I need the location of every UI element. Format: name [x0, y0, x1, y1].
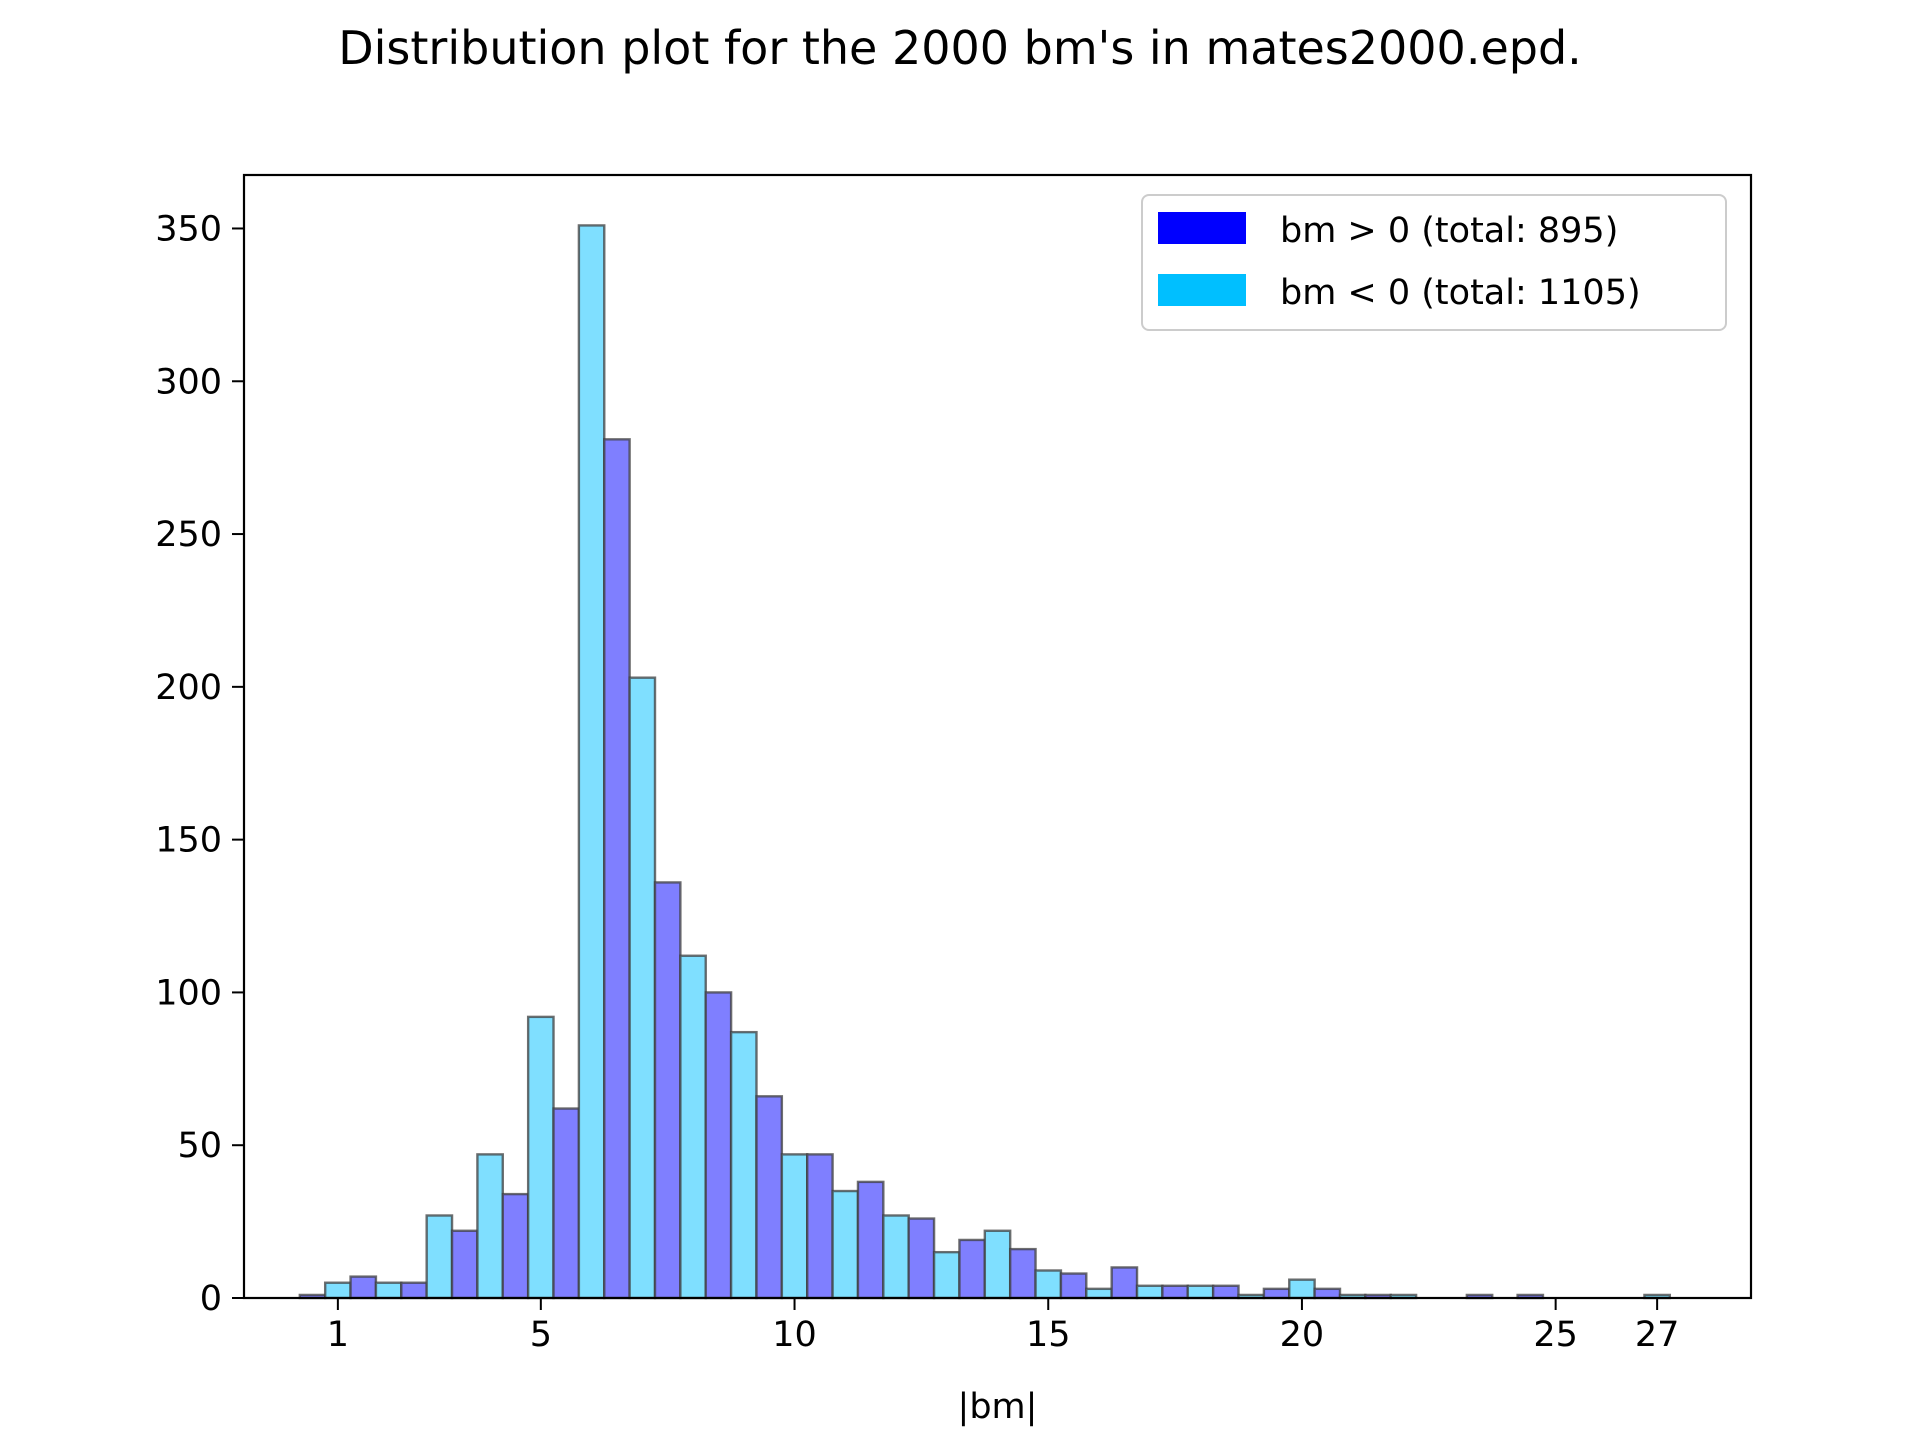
bar-positive-7 [653, 881, 682, 1300]
bar-negative-4 [526, 1015, 555, 1300]
x-tick-label-0: 1 [327, 1315, 349, 1355]
bar-positive-19 [1262, 1287, 1291, 1300]
bars-layer [298, 224, 1672, 1300]
bar-positive-15 [1059, 1272, 1088, 1300]
y-tick-label-3: 150 [155, 821, 222, 861]
bar-negative-10 [831, 1189, 860, 1300]
bar-positive-2 [400, 1281, 428, 1300]
y-tick-label-1: 50 [177, 1126, 222, 1166]
legend: bm > 0 (total: 895) bm < 0 (total: 1105) [1141, 194, 1727, 331]
bar-negative-2 [425, 1214, 454, 1300]
y-tick-label-6: 300 [155, 362, 222, 402]
bar-positive-6 [603, 438, 631, 1300]
bar-negative-17 [1186, 1284, 1215, 1300]
x-tick-label-4: 20 [1280, 1315, 1325, 1355]
bar-positive-11 [856, 1180, 885, 1300]
bar-negative-6 [628, 676, 657, 1300]
x-tick-label-2: 10 [772, 1315, 817, 1355]
bar-positive-1 [349, 1275, 378, 1300]
y-tick-label-5: 250 [155, 515, 222, 555]
y-tick-label-0: 0 [200, 1279, 222, 1319]
legend-label-positive: bm > 0 (total: 895) [1280, 211, 1618, 251]
bar-positive-20 [1313, 1287, 1342, 1300]
bar-negative-7 [679, 954, 707, 1300]
bar-positive-13 [958, 1238, 987, 1300]
bar-negative-14 [1034, 1269, 1063, 1300]
bar-negative-15 [1085, 1287, 1113, 1300]
bar-negative-0 [323, 1281, 352, 1300]
chart-title: Distribution plot for the 2000 bm's in m… [338, 21, 1582, 75]
x-tick-label-6: 27 [1635, 1315, 1680, 1355]
y-tick-label-4: 200 [155, 668, 222, 708]
bar-positive-10 [806, 1153, 834, 1300]
legend-swatch-negative [1158, 274, 1246, 306]
y-axis: 0 50 100 150 200 250 300 350 [155, 209, 244, 1319]
plot-area-frame [242, 173, 1753, 1300]
bar-negative-16 [1135, 1284, 1164, 1300]
bar-positive-9 [755, 1095, 784, 1300]
bar-positive-12 [907, 1217, 936, 1300]
x-tick-label-1: 5 [530, 1315, 552, 1355]
bar-positive-17 [1161, 1284, 1189, 1300]
y-tick-label-7: 350 [155, 209, 222, 249]
bar-negative-8 [729, 1030, 758, 1300]
bar-positive-5 [552, 1107, 581, 1300]
bar-positive-14 [1008, 1247, 1037, 1300]
x-axis: 1 5 10 15 20 25 27 [327, 1298, 1680, 1355]
legend-label-negative: bm < 0 (total: 1105) [1280, 273, 1641, 313]
y-tick-label-2: 100 [155, 973, 222, 1013]
bar-positive-8 [704, 991, 733, 1300]
x-tick-label-3: 15 [1026, 1315, 1071, 1355]
x-tick-label-5: 25 [1533, 1315, 1578, 1355]
bar-positive-3 [450, 1229, 479, 1300]
bar-negative-12 [932, 1250, 961, 1300]
legend-frame [1141, 194, 1727, 331]
legend-swatch-positive [1158, 212, 1246, 244]
bar-positive-16 [1110, 1266, 1139, 1300]
bar-negative-9 [780, 1153, 809, 1300]
x-axis-label: |bm| [958, 1387, 1038, 1427]
bar-positive-18 [1211, 1284, 1240, 1300]
bar-negative-5 [577, 224, 606, 1300]
bar-negative-1 [374, 1281, 403, 1300]
bar-positive-4 [501, 1192, 530, 1300]
bar-negative-19 [1288, 1278, 1316, 1300]
bar-negative-13 [983, 1229, 1012, 1300]
bar-negative-3 [476, 1153, 504, 1300]
bar-negative-11 [882, 1214, 910, 1300]
